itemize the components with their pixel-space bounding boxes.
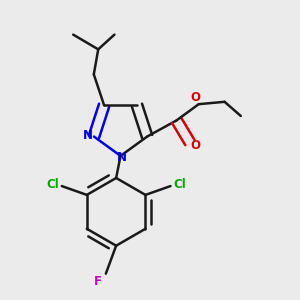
Text: F: F <box>94 274 102 287</box>
Text: N: N <box>117 151 127 164</box>
Text: O: O <box>191 91 201 104</box>
Text: N: N <box>82 129 92 142</box>
Text: Cl: Cl <box>46 178 59 191</box>
Text: Cl: Cl <box>173 178 186 191</box>
Text: O: O <box>190 140 200 152</box>
